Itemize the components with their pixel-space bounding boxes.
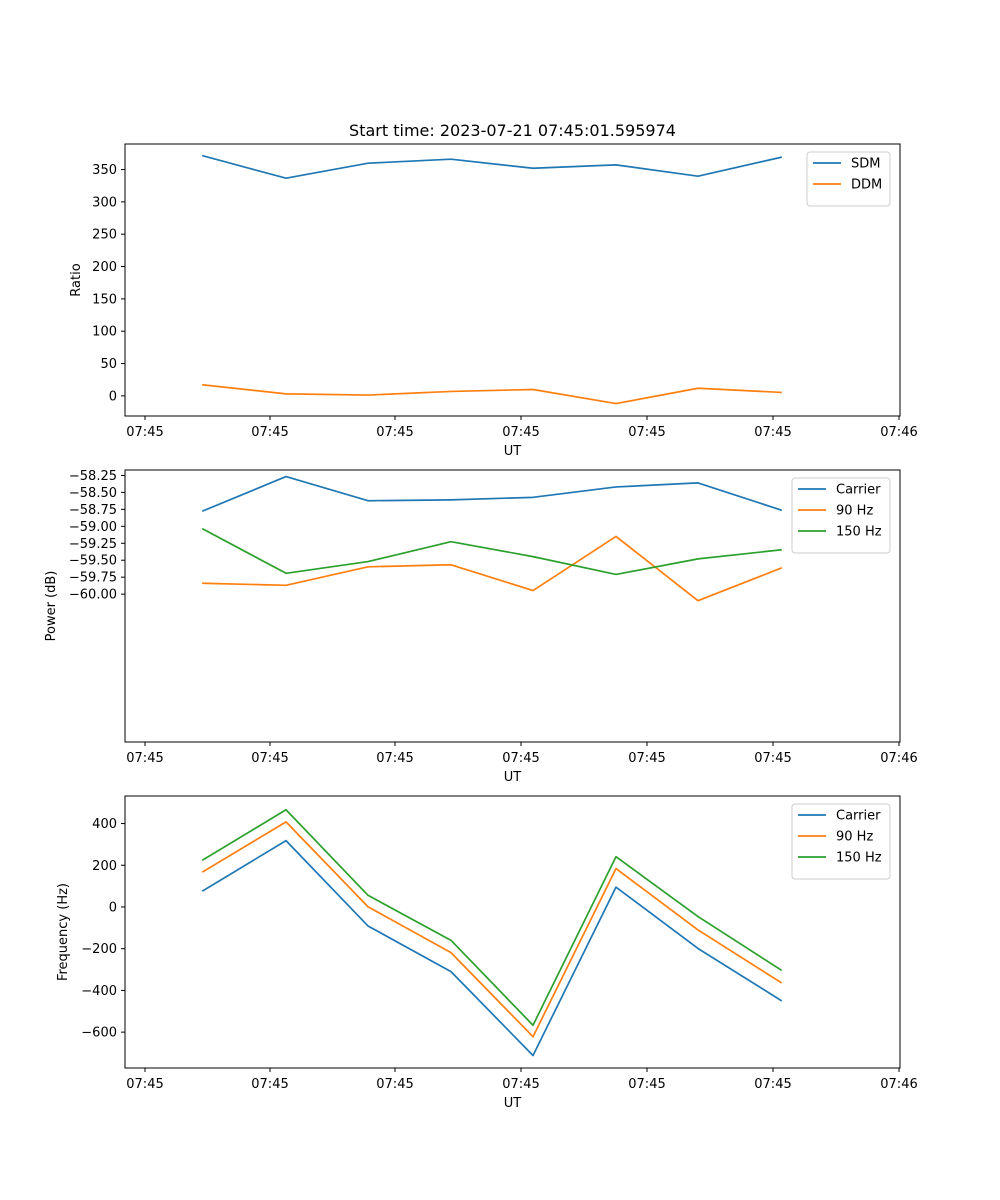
x-tick-label: 07:45 — [502, 1077, 539, 1092]
series-line-90-hz — [202, 535, 783, 602]
y-tick-label: 150 — [92, 292, 117, 307]
y-tick-label: −60.00 — [69, 588, 117, 603]
legend-label: 150 Hz — [836, 851, 882, 866]
x-tick-label: 07:45 — [754, 751, 791, 766]
legend-label: Carrier — [836, 809, 881, 824]
x-axis-label: UT — [504, 770, 522, 785]
chart-title: Start time: 2023-07-21 07:45:01.595974 — [349, 121, 676, 140]
x-tick-label: 07:45 — [251, 425, 288, 440]
legend-label: 90 Hz — [836, 830, 873, 845]
legend: SDM DDM — [806, 151, 891, 207]
series-line-ddm — [202, 383, 782, 405]
x-tick-label: 07:46 — [880, 751, 917, 766]
x-tick-label: 07:45 — [502, 425, 539, 440]
x-tick-label: 07:45 — [126, 751, 163, 766]
x-tick-label: 07:45 — [376, 751, 413, 766]
plot-area-frame — [124, 469, 901, 743]
chart-panel-2: 07:45 07:45 07:45 07:45 07:45 07:45 07:46 −60.0… — [44, 469, 918, 785]
series-line-90-hz — [201, 821, 783, 1038]
legend-label: 150 Hz — [836, 525, 882, 540]
x-tick-label: 07:45 — [628, 1077, 665, 1092]
y-tick-label: −200 — [81, 942, 117, 957]
x-tick-label: 07:45 — [376, 1077, 413, 1092]
legend-label: 90 Hz — [836, 504, 873, 519]
y-tick-label: −58.50 — [69, 486, 117, 501]
y-axis-label: Ratio — [69, 263, 84, 296]
legend-box — [806, 151, 891, 207]
y-tick-label: 400 — [92, 817, 117, 832]
y-tick-label: 250 — [92, 228, 117, 243]
y-axis-label: Frequency (Hz) — [56, 883, 71, 981]
series-line-150-hz — [201, 527, 782, 576]
legend-label: Carrier — [836, 483, 881, 498]
plot-area-frame — [124, 795, 901, 1069]
y-tick-label: −59.50 — [69, 554, 117, 569]
series-line-carrier — [201, 475, 783, 513]
x-tick-label: 07:46 — [880, 1077, 917, 1092]
legend-box — [791, 477, 891, 554]
legend: Carrier 90 Hz 150 Hz — [791, 477, 891, 554]
y-tick-label: −59.75 — [69, 571, 117, 586]
y-tick-label: 200 — [92, 859, 117, 874]
chart-panel-3: 07:45 07:45 07:45 07:45 07:45 07:45 07:46 −600 −… — [56, 795, 918, 1111]
x-axis-label: UT — [504, 1096, 522, 1111]
x-tick-label: 07:45 — [754, 1077, 791, 1092]
x-tick-label: 07:45 — [754, 425, 791, 440]
legend-box — [791, 803, 891, 880]
y-tick-label: −58.25 — [69, 469, 117, 484]
y-tick-label: 0 — [109, 900, 117, 915]
y-tick-label: 300 — [92, 195, 117, 210]
x-tick-label: 07:45 — [628, 751, 665, 766]
x-tick-label: 07:45 — [126, 425, 163, 440]
series-line-150-hz — [201, 808, 783, 1027]
x-tick-label: 07:45 — [376, 425, 413, 440]
series-line-sdm — [201, 154, 783, 180]
y-tick-label: −600 — [81, 1026, 117, 1041]
y-tick-label: 350 — [92, 163, 117, 178]
y-axis-label: Power (dB) — [44, 571, 59, 642]
y-tick-label: 100 — [92, 325, 117, 340]
y-tick-label: −400 — [81, 984, 117, 999]
plot-area-frame — [124, 143, 901, 417]
y-tick-label: 200 — [92, 260, 117, 275]
x-tick-label: 07:46 — [880, 425, 917, 440]
y-tick-label: −58.75 — [69, 503, 117, 518]
x-tick-label: 07:45 — [502, 751, 539, 766]
x-tick-label: 07:45 — [251, 751, 288, 766]
y-tick-label: 50 — [100, 357, 117, 372]
x-tick-label: 07:45 — [126, 1077, 163, 1092]
chart-panel-1: Start time: 2023-07-21 07:45:01.595974 07… — [69, 121, 918, 459]
legend-label: DDM — [851, 178, 882, 193]
y-tick-label: −59.00 — [69, 520, 117, 535]
x-tick-label: 07:45 — [628, 425, 665, 440]
x-tick-label: 07:45 — [251, 1077, 288, 1092]
series-line-carrier — [201, 839, 783, 1057]
y-tick-label: 0 — [109, 389, 117, 404]
legend: Carrier 90 Hz 150 Hz — [791, 803, 891, 880]
x-axis-label: UT — [504, 444, 522, 459]
y-tick-label: −59.25 — [69, 537, 117, 552]
legend-label: SDM — [851, 157, 880, 172]
